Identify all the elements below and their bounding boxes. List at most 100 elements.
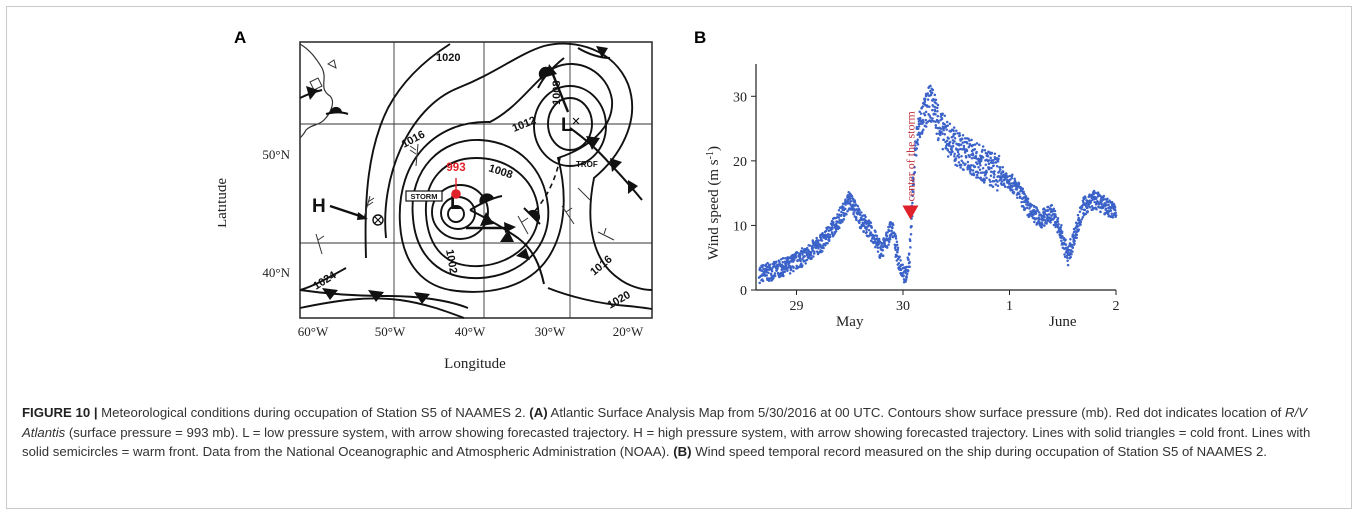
wind-speed-point — [968, 139, 971, 142]
wind-speed-point — [953, 154, 956, 158]
wind-speed-point — [1056, 217, 1060, 220]
wind-speed-point — [934, 98, 937, 102]
wind-speed-point — [858, 213, 862, 216]
wind-speed-point — [770, 269, 774, 273]
wind-speed-point — [774, 261, 777, 264]
wind-speed-point — [893, 232, 897, 236]
wind-speed-point — [951, 145, 955, 148]
lat-tick-40: 40°N — [262, 265, 290, 280]
wind-speed-point — [973, 143, 977, 146]
wind-speed-point — [916, 138, 919, 142]
wind-speed-point — [935, 132, 939, 135]
wind-speed-point — [913, 171, 917, 174]
wind-speed-point — [876, 246, 880, 250]
wind-speed-point — [943, 123, 946, 126]
wind-speed-point — [821, 231, 824, 235]
wind-speed-point — [915, 140, 919, 144]
wind-speed-point — [865, 222, 868, 226]
figure-frame — [6, 6, 1352, 509]
wind-speed-point — [957, 161, 961, 164]
wind-speed-point — [953, 152, 956, 156]
wind-speed-point — [941, 112, 944, 116]
wind-speed-point — [931, 117, 934, 120]
wind-speed-point — [1047, 213, 1050, 216]
wind-speed-point — [1114, 211, 1117, 215]
wind-speed-point — [1096, 191, 1100, 194]
wind-speed-point — [801, 264, 804, 267]
map-x-label: Longitude — [444, 356, 506, 372]
wind-speed-point — [996, 160, 1000, 163]
wind-speed-point — [1011, 188, 1014, 192]
storm-label: STORM — [411, 192, 438, 201]
wind-speed-point — [989, 170, 993, 173]
wind-speed-point — [916, 143, 920, 146]
wind-speed-point — [804, 262, 807, 265]
y-tick-label: 30 — [733, 90, 747, 105]
wind-speed-point — [768, 263, 772, 266]
wind-speed-point — [1075, 236, 1078, 240]
wind-speed-point — [1043, 219, 1047, 222]
wind-speed-point — [1043, 211, 1046, 214]
wind-speed-point — [1089, 201, 1093, 204]
wind-speed-point — [971, 153, 975, 157]
wind-speed-point — [922, 128, 925, 132]
wind-speed-point — [1107, 211, 1110, 214]
wind-speed-point — [842, 214, 846, 218]
wind-speed-point — [1061, 235, 1064, 238]
wind-speed-point — [955, 129, 958, 133]
wind-speed-point — [874, 230, 877, 234]
wind-speed-point — [1045, 222, 1048, 225]
wind-speed-point — [1075, 233, 1079, 236]
wind-speed-point — [844, 212, 848, 216]
wind-speed-point — [788, 264, 792, 268]
wind-speed-point — [844, 207, 847, 211]
wind-speed-point — [1060, 224, 1063, 227]
wind-speed-point — [943, 114, 946, 117]
wind-speed-point — [966, 168, 969, 171]
wind-speed-point — [992, 158, 995, 162]
wind-speed-point — [961, 141, 965, 144]
wind-speed-point — [852, 211, 855, 214]
wind-speed-point — [1080, 205, 1084, 209]
wind-speed-point — [920, 120, 923, 123]
wind-speed-point — [945, 128, 948, 131]
wind-speed-point — [792, 265, 795, 269]
wind-speed-point — [1114, 215, 1117, 219]
wind-speed-point — [944, 146, 948, 150]
wind-speed-point — [1000, 180, 1004, 183]
wind-speed-point — [913, 166, 916, 169]
figure-caption: FIGURE 10 | Meteorological conditions du… — [22, 403, 1338, 462]
wind-speed-point — [975, 173, 979, 177]
wind-speed-point — [962, 168, 965, 172]
wind-speed-point — [1057, 222, 1060, 226]
wind-speed-point — [972, 172, 975, 175]
wind-speed-point — [899, 259, 902, 262]
wind-speed-point — [1027, 203, 1030, 207]
isobar-label-1002: 1002 — [443, 248, 459, 274]
wind-speed-point — [887, 243, 890, 246]
wind-speed-point — [1020, 200, 1023, 204]
wind-speed-point — [831, 227, 834, 230]
wind-speed-point — [1064, 243, 1068, 246]
wind-speed-point — [776, 267, 779, 270]
wind-speed-points — [757, 84, 1118, 285]
wind-speed-point — [1036, 209, 1039, 213]
wind-speed-point — [996, 180, 999, 183]
wind-speed-point — [1046, 215, 1049, 219]
wind-speed-point — [837, 208, 841, 212]
wind-speed-point — [869, 231, 873, 234]
wind-speed-point — [836, 213, 839, 216]
wind-speed-point — [1011, 173, 1014, 177]
wind-speed-point — [1113, 205, 1117, 209]
wind-speed-point — [911, 194, 914, 197]
wind-speed-point — [841, 202, 845, 205]
wind-speed-point — [986, 154, 990, 158]
wind-speed-point — [912, 190, 915, 194]
wind-speed-point — [782, 265, 785, 268]
wind-speed-point — [1051, 210, 1054, 213]
wind-speed-point — [1011, 184, 1014, 188]
wind-speed-point — [989, 156, 992, 160]
wind-speed-point — [979, 171, 983, 174]
wind-speed-point — [834, 227, 838, 231]
coastline-islands — [309, 59, 337, 91]
